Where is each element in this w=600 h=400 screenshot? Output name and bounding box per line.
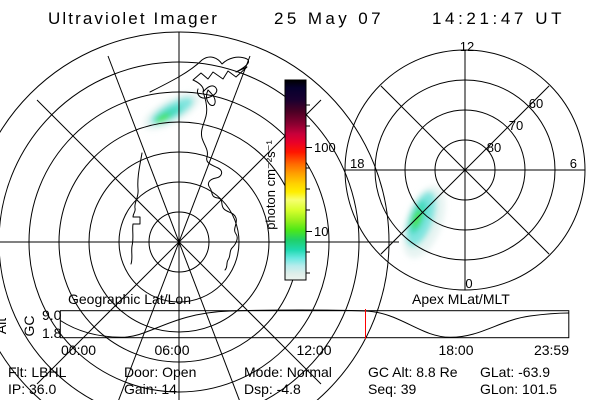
- svg-text:GC Alt: 8.8 Re: GC Alt: 8.8 Re: [368, 364, 458, 380]
- svg-text:06:00: 06:00: [154, 342, 189, 358]
- svg-text:60: 60: [529, 96, 543, 111]
- svg-text:14:21:47 UT: 14:21:47 UT: [432, 9, 565, 28]
- svg-text:25 May 07: 25 May 07: [274, 9, 384, 28]
- svg-text:Geographic Lat/Lon: Geographic Lat/Lon: [68, 291, 191, 307]
- svg-text:photon cm⁻²s⁻¹: photon cm⁻²s⁻¹: [263, 140, 278, 230]
- svg-text:GC: GC: [21, 316, 37, 337]
- svg-text:9.0: 9.0: [42, 307, 62, 323]
- svg-text:12:00: 12:00: [296, 342, 331, 358]
- svg-text:Mode: Normal: Mode: Normal: [244, 364, 332, 380]
- svg-text:0: 0: [465, 276, 472, 291]
- svg-text:1.8: 1.8: [42, 325, 62, 341]
- svg-text:100: 100: [314, 140, 336, 155]
- svg-text:12: 12: [460, 39, 474, 54]
- svg-text:Dsp: -4.8: Dsp: -4.8: [244, 381, 301, 397]
- svg-text:00:00: 00:00: [61, 342, 96, 358]
- svg-text:70: 70: [509, 118, 523, 133]
- svg-text:Alt: Alt: [0, 318, 9, 334]
- svg-text:6: 6: [570, 156, 577, 171]
- svg-text:10: 10: [314, 224, 328, 239]
- svg-text:GLat: -63.9: GLat: -63.9: [480, 364, 550, 380]
- svg-text:Flt: LBHL: Flt: LBHL: [8, 364, 67, 380]
- svg-text:80: 80: [487, 140, 501, 155]
- svg-text:IP: 36.0: IP: 36.0: [8, 381, 56, 397]
- svg-text:18:00: 18:00: [438, 342, 473, 358]
- svg-text:GLon: 101.5: GLon: 101.5: [480, 381, 557, 397]
- svg-text:18: 18: [350, 156, 364, 171]
- svg-text:Door: Open: Door: Open: [124, 364, 196, 380]
- svg-text:Apex MLat/MLT: Apex MLat/MLT: [412, 291, 510, 307]
- svg-text:Gain: 14: Gain: 14: [124, 381, 177, 397]
- svg-text:Seq: 39: Seq: 39: [368, 381, 416, 397]
- svg-text:Ultraviolet Imager: Ultraviolet Imager: [48, 9, 219, 28]
- svg-text:23:59: 23:59: [534, 342, 569, 358]
